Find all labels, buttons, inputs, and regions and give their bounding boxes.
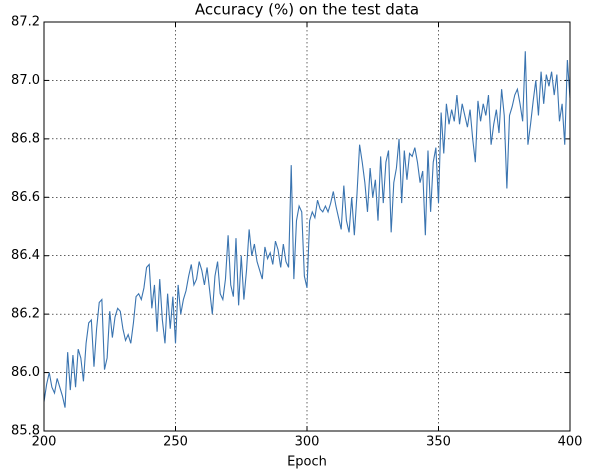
x-tick-label: 300 [295,435,320,450]
y-tick-label: 85.8 [11,424,40,439]
chart-title: Accuracy (%) on the test data [195,1,419,19]
y-tick-label: 86.8 [11,131,40,146]
x-tick-label: 400 [558,435,583,450]
data-line [43,51,571,408]
plot-frame [43,21,571,432]
x-tick-label: 250 [163,435,188,450]
y-tick-label: 86.2 [11,307,40,322]
x-tick-label: 350 [426,435,451,450]
y-tick-label: 87.0 [11,73,40,88]
y-tick-label: 86.0 [11,365,40,380]
y-tick-label: 86.6 [11,190,40,205]
x-tick-label: 200 [32,435,57,450]
y-tick-label: 87.2 [11,15,40,30]
y-tick-label: 86.4 [11,248,40,263]
x-axis-label: Epoch [287,455,327,470]
